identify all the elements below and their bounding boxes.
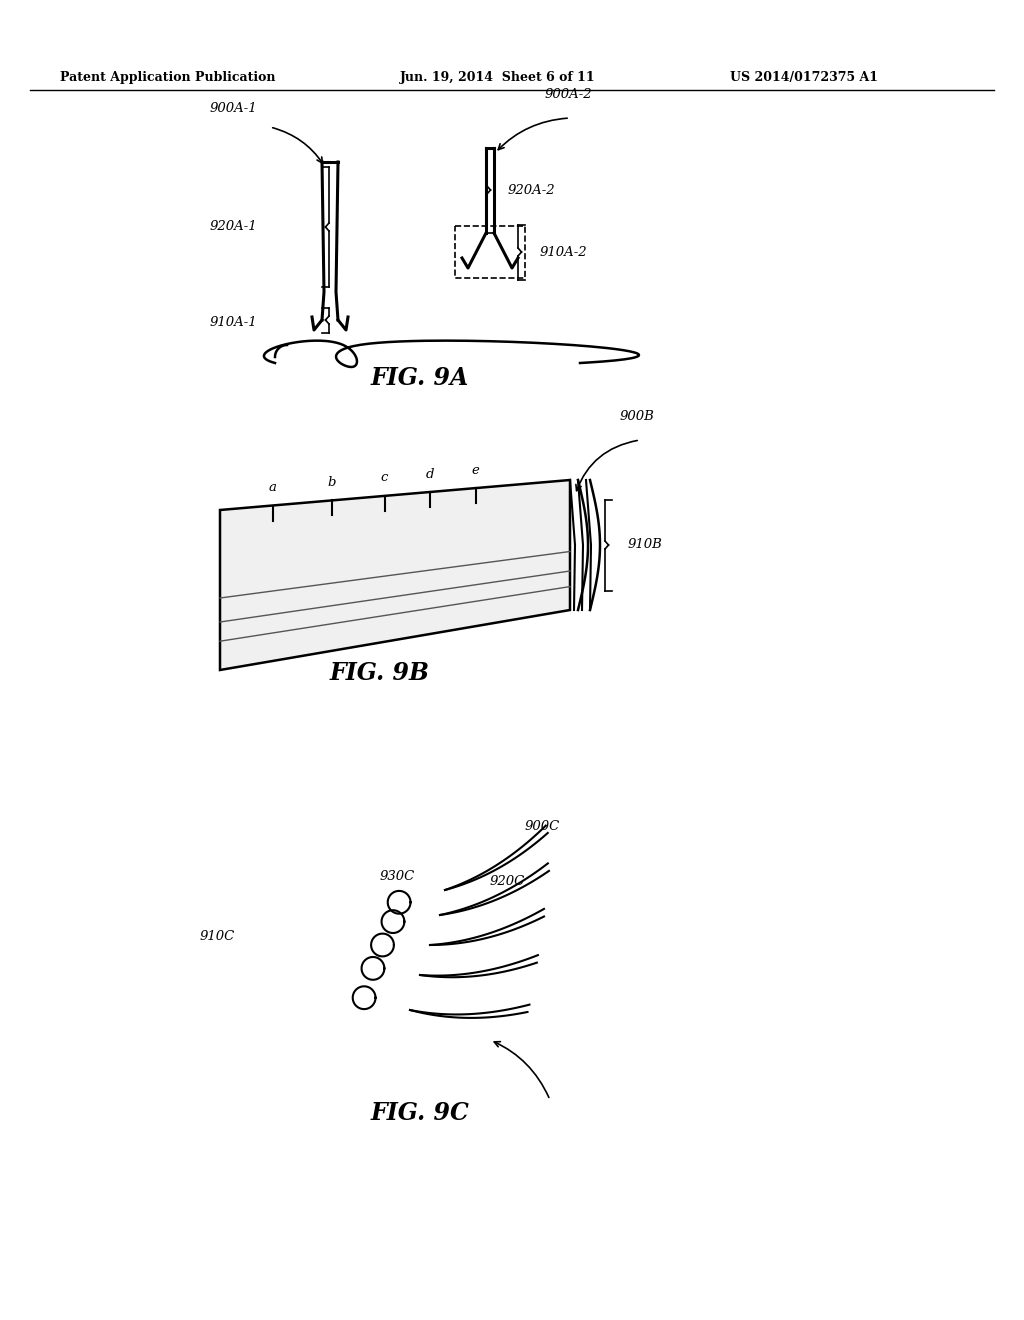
- Text: Jun. 19, 2014  Sheet 6 of 11: Jun. 19, 2014 Sheet 6 of 11: [400, 71, 596, 84]
- Text: 920A-1: 920A-1: [210, 220, 258, 234]
- Text: 910A-2: 910A-2: [540, 246, 588, 259]
- Text: 900A-1: 900A-1: [210, 102, 258, 115]
- Text: FIG. 9C: FIG. 9C: [371, 1101, 469, 1125]
- Text: 920A-2: 920A-2: [508, 183, 556, 197]
- Text: 920C: 920C: [490, 875, 525, 888]
- Text: FIG. 9B: FIG. 9B: [330, 661, 430, 685]
- Text: 930C: 930C: [380, 870, 416, 883]
- Text: c: c: [381, 471, 388, 484]
- Text: 900A-2: 900A-2: [545, 88, 593, 102]
- Text: d: d: [426, 467, 434, 480]
- Text: 910C: 910C: [200, 931, 236, 942]
- Text: 900C: 900C: [525, 820, 560, 833]
- Text: 910A-1: 910A-1: [210, 315, 258, 329]
- Text: b: b: [328, 477, 336, 488]
- Text: 910B: 910B: [628, 539, 663, 552]
- Text: e: e: [472, 463, 479, 477]
- Polygon shape: [220, 480, 570, 671]
- Text: a: a: [268, 480, 276, 494]
- Text: 900B: 900B: [620, 411, 655, 422]
- Text: FIG. 9A: FIG. 9A: [371, 366, 469, 389]
- Text: US 2014/0172375 A1: US 2014/0172375 A1: [730, 71, 878, 84]
- Text: Patent Application Publication: Patent Application Publication: [60, 71, 275, 84]
